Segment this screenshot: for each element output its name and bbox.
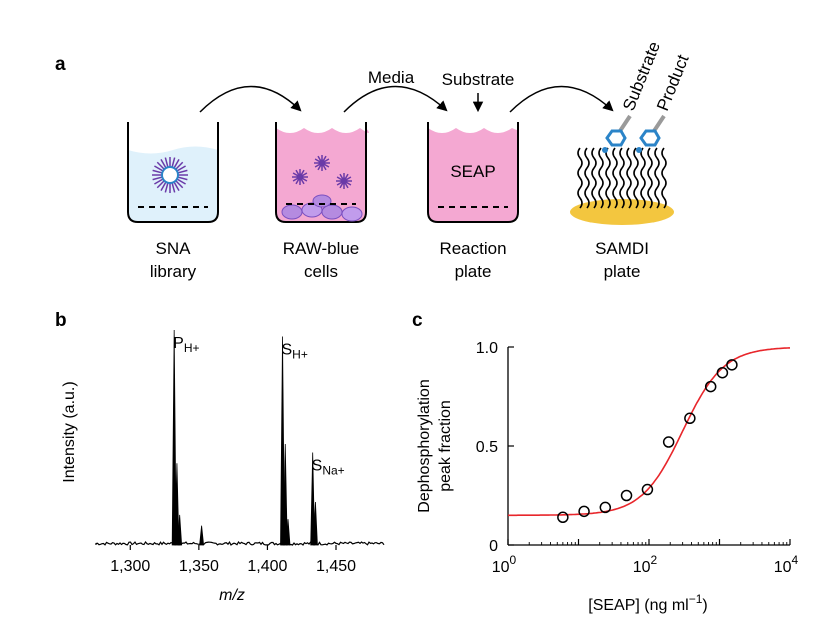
well-label-reaction-line1: Reaction [439,239,506,258]
well-label-samdi-line1: SAMDI [595,239,649,258]
data-point-3 [620,489,633,502]
substrate-label: Substrate [442,70,515,89]
spectrum-peak-6 [285,519,291,546]
media-label: Media [368,68,415,87]
curve-y-title-line2: peak fraction [437,400,454,492]
substrate-molecule-icon [602,114,632,153]
spectrum-peak-1 [174,463,180,546]
curve-y-tick-label-1: 0.5 [476,439,498,456]
spectrum-peak-8 [313,501,318,546]
spectrum-peak-3 [199,525,205,546]
spectrum-x-ticks: 1,300 1,350 1,400 1,450 [110,545,356,575]
data-point-6 [684,412,696,425]
nanoparticle-icons [292,155,352,189]
well-label-raw-line1: RAW-blue [283,239,360,258]
fit-line [508,347,790,517]
samdi-plate: Substrate Product [570,39,693,225]
data-point-2 [599,501,612,514]
reaction-plate-well: SEAP [427,122,519,223]
curve-x-tick-label-2: 104 [774,553,799,576]
curve-y-tick-label-0: 0 [489,538,498,555]
slanted-product-label: Product [653,52,693,114]
panel-label-c: c [412,310,423,331]
data-point-1 [578,505,590,518]
data-point-0 [557,511,569,524]
well-label-sna-line1: SNA [156,239,192,258]
curve-x-tick-label-1: 102 [633,553,658,576]
data-point-5 [662,436,675,448]
well-label-reaction-line2: plate [455,262,492,281]
curve-y-tick-label-2: 1.0 [476,340,498,357]
arrow-reaction-to-samdi [509,85,614,113]
spectrum-peak-7 [310,452,316,546]
spectrum-peak-5 [282,443,288,546]
spectrum-peak-0 [171,329,177,546]
data-point-9 [726,359,738,371]
product-molecule-icon [636,114,666,153]
well-label-samdi-line2: plate [604,262,641,281]
spectrum-baseline [95,540,385,546]
spectrum-peak-4 [280,336,285,546]
sna-library-well [127,122,219,223]
spectrum-y-axis-title: Intensity (a.u.) [61,381,78,482]
arrow-cells-to-reaction [343,85,448,113]
curve-data-points [557,359,738,524]
spectrum-tick-label-0: 1,300 [110,558,150,575]
well-label-sna-line2: library [150,262,197,281]
spectrum-tick-label-1: 1,350 [179,558,219,575]
panel-label-b: b [55,310,67,331]
curve-x-tick-label-0: 100 [492,553,517,576]
sigmoid-fit [508,347,790,517]
spectrum-peak-2 [177,514,183,546]
monolayer-chains-icon [577,147,667,209]
arrow-sna-to-cells [199,85,302,113]
peak-label-7: SNa+ [312,458,345,478]
spectrum-tick-label-3: 1,450 [316,558,356,575]
seap-label: SEAP [450,162,495,181]
curve-y-title-line1: Dephosphorylation [416,379,433,512]
raw-blue-cells-well [275,122,369,223]
spectrum-peak-labels: PH+ SH+ SNa+ [173,335,345,478]
peak-label-4: SH+ [282,341,308,361]
data-point-4 [641,483,654,496]
curve-x-axis-title: [SEAP] (ng ml−1) [588,592,708,614]
well-label-raw-line2: cells [304,262,338,281]
panel-label-a: a [55,54,66,75]
spectrum-tick-label-2: 1,400 [247,558,287,575]
spectrum-x-axis-title: m/z [219,587,245,604]
data-point-8 [716,366,729,379]
curve-ticks: 100 102 104 0 0.5 1.0 [476,340,799,576]
peak-label-0: PH+ [173,335,199,355]
mass-spectrum [95,329,385,546]
data-point-7 [704,380,717,393]
spherical-nucleic-acid-icon [152,157,188,193]
